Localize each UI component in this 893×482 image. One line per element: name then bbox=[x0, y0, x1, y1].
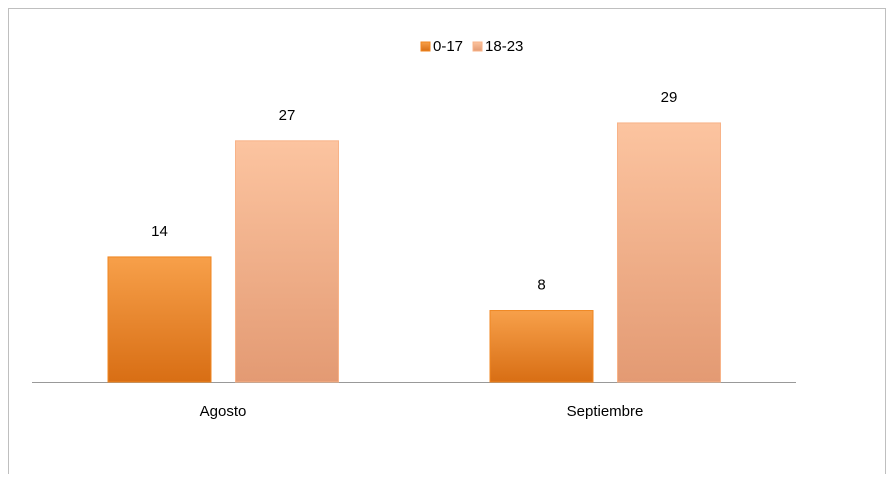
legend-swatch bbox=[472, 41, 483, 52]
bar bbox=[107, 256, 212, 383]
legend-label: 18-23 bbox=[485, 38, 523, 55]
bar bbox=[617, 122, 721, 383]
x-tick-label: Agosto bbox=[200, 403, 247, 420]
legend-label: 0-17 bbox=[433, 38, 463, 55]
data-label: 14 bbox=[151, 223, 168, 240]
legend-swatch bbox=[420, 41, 431, 52]
bar bbox=[489, 310, 594, 383]
data-label: 27 bbox=[279, 107, 296, 124]
data-label: 8 bbox=[537, 277, 545, 294]
x-tick-label: Septiembre bbox=[567, 403, 644, 420]
chart-border bbox=[8, 8, 886, 474]
data-label: 29 bbox=[661, 89, 678, 106]
bar bbox=[235, 140, 339, 383]
